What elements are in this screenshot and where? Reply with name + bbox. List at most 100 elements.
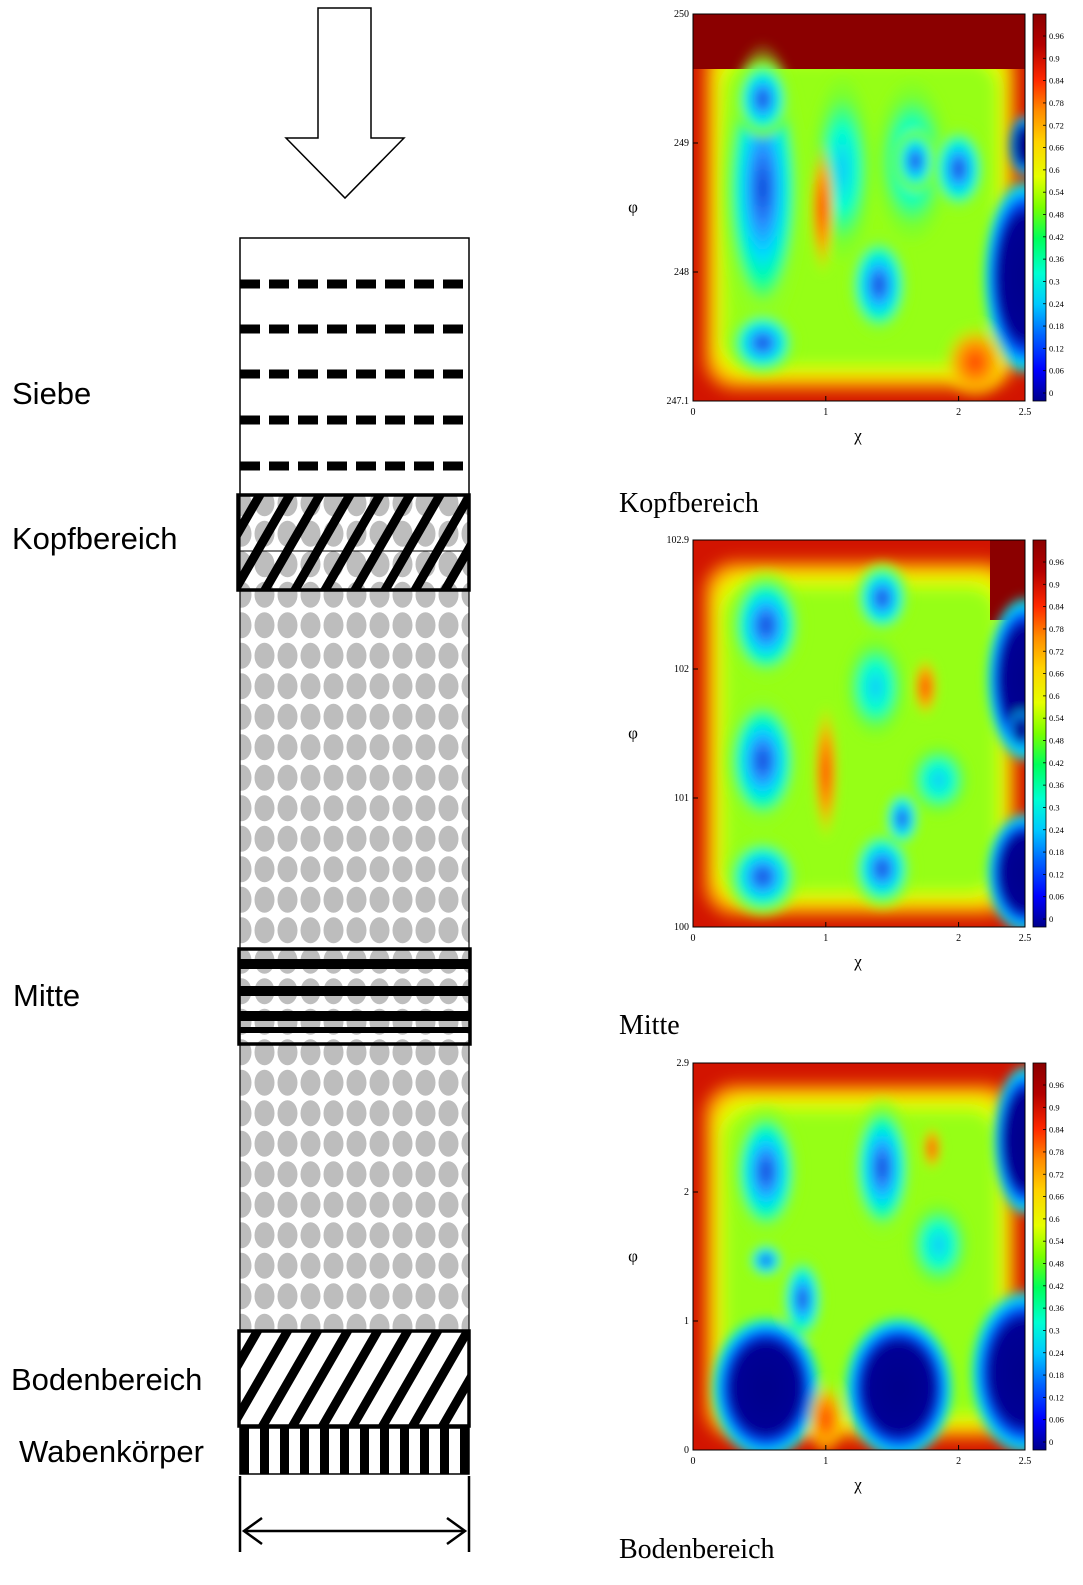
colorbar-tick-label: 0.48 (1049, 210, 1064, 220)
down-arrow-icon (284, 7, 406, 200)
plot-frame (692, 1062, 1026, 1451)
y-axis-label: φ (628, 198, 638, 217)
heatmap-panel: 0 1 2 2.9 0 1 2 2.5 χ φ 0.96 0.9 0.84 0.78 0.72 0.66 0.6… (619, 1058, 1065, 1565)
colorbar-tick-label: 0.42 (1049, 758, 1064, 768)
label-kopfbereich: Kopfbereich (12, 521, 177, 556)
colorbar-tick-label: 0.48 (1049, 1259, 1064, 1269)
colorbar-tick-label: 0.9 (1049, 1102, 1060, 1112)
x-axis-label: χ (853, 1475, 862, 1494)
x-tick-label: 1 (823, 933, 828, 944)
colorbar-tick-label: 0.96 (1049, 557, 1064, 567)
colorbar-tick-label: 0 (1049, 1437, 1053, 1447)
packed-bed (240, 495, 469, 1331)
colorbar-tick-label: 0.12 (1049, 869, 1064, 879)
panel-caption: Kopfbereich (619, 488, 759, 519)
panel-caption: Bodenbereich (619, 1534, 775, 1565)
colorbar-tick-label: 0.6 (1049, 1214, 1060, 1224)
y-tick-label: 250 (674, 9, 689, 20)
colorbar-tick-label: 0.96 (1049, 31, 1064, 41)
colorbar-tick-label: 0.66 (1049, 143, 1064, 153)
label-siebe: Siebe (12, 376, 91, 411)
colorbar-tick-label: 0.06 (1049, 366, 1064, 376)
colorbar-tick-label: 0.36 (1049, 1303, 1064, 1313)
colorbar-tick-label: 0.6 (1049, 691, 1060, 701)
y-tick-label: 248 (674, 267, 689, 278)
colorbar-tick-label: 0.54 (1049, 1236, 1065, 1246)
colorbar-tick-label: 0.78 (1049, 98, 1064, 108)
double-arrow-icon (238, 1476, 471, 1552)
y-tick-label: 1 (684, 1316, 689, 1327)
colorbar-tick-label: 0.36 (1049, 780, 1064, 790)
label-wabenkoerper: Wabenkörper (19, 1434, 204, 1469)
colorbar-tick-label: 0.66 (1049, 669, 1064, 679)
x-tick-label: 2 (956, 933, 961, 944)
colorbar: 0.96 0.9 0.84 0.78 0.72 0.66 0.6 0.54 0.48 0.42 0.… (1032, 1062, 1065, 1451)
colorbar-tick-label: 0.78 (1049, 624, 1064, 634)
colorbar-tick-label: 0.84 (1049, 602, 1065, 612)
colorbar-tick-label: 0.96 (1049, 1080, 1064, 1090)
label-bodenbereich: Bodenbereich (11, 1362, 202, 1397)
colorbar-tick-label: 0.72 (1049, 120, 1064, 130)
heatmap-panels: 247.1 248 249 250 0 1 2 2.5 χ φ 0.96 0.9 0.84 0.78 0.7… (619, 9, 1065, 1565)
colorbar-tick-label: 0.24 (1049, 1348, 1065, 1358)
x-tick-label: 1 (823, 407, 828, 418)
colorbar-tick-label: 0.48 (1049, 736, 1064, 746)
y-tick-label: 247.1 (667, 396, 690, 407)
colorbar-tick-label: 0.42 (1049, 1281, 1064, 1291)
sieve-section (239, 237, 470, 496)
colorbar-tick-label: 0.18 (1049, 321, 1064, 331)
colorbar-tick-label: 0.66 (1049, 1192, 1064, 1202)
colorbar-tick-label: 0.24 (1049, 825, 1065, 835)
colorbar-tick-label: 0.12 (1049, 1392, 1064, 1402)
heatmap-panel: 247.1 248 249 250 0 1 2 2.5 χ φ 0.96 0.9 0.84 0.78 0.7… (619, 9, 1065, 519)
y-tick-label: 100 (674, 922, 689, 933)
colorbar-tick-label: 0.24 (1049, 299, 1065, 309)
x-tick-label: 2 (956, 407, 961, 418)
x-tick-label: 1 (823, 1456, 828, 1467)
colorbar-tick-label: 0.84 (1049, 76, 1065, 86)
colorbar-tick-label: 0.54 (1049, 187, 1065, 197)
colorbar-tick-label: 0.3 (1049, 1325, 1060, 1335)
mitte-zone (237, 947, 472, 1046)
colorbar-tick-label: 0.3 (1049, 802, 1060, 812)
colorbar-tick-label: 0.06 (1049, 892, 1064, 902)
colorbar-tick-label: 0.9 (1049, 579, 1060, 589)
y-tick-label: 102 (674, 664, 689, 675)
sieve-lines (240, 279, 469, 471)
kopfbereich-zone (236, 493, 471, 592)
y-tick-label: 102.9 (667, 535, 690, 546)
colorbar-tick-label: 0.72 (1049, 1169, 1064, 1179)
x-tick-label: 2.5 (1019, 1456, 1032, 1467)
heatmap-panel: 100 101 102 102.9 0 1 2 2.5 χ φ 0.96 0.9 0.84 0.78 0.7… (619, 535, 1065, 1041)
colorbar-tick-label: 0.54 (1049, 713, 1065, 723)
y-axis-label: φ (628, 724, 638, 743)
x-axis-label: χ (853, 952, 862, 971)
heatmap-field (693, 14, 1025, 401)
colorbar-tick-label: 0.78 (1049, 1147, 1064, 1157)
colorbar-tick-label: 0.06 (1049, 1415, 1064, 1425)
colorbar: 0.96 0.9 0.84 0.78 0.72 0.66 0.6 0.54 0.48 0.42 0.… (1032, 539, 1065, 928)
colorbar-tick-label: 0.12 (1049, 343, 1064, 353)
colorbar-tick-label: 0.18 (1049, 1370, 1064, 1380)
colorbar: 0.96 0.9 0.84 0.78 0.72 0.66 0.6 0.54 0.48 0.42 0.… (1032, 13, 1065, 402)
y-axis-label: φ (628, 1247, 638, 1266)
y-tick-label: 249 (674, 138, 689, 149)
colorbar-tick-label: 0.72 (1049, 646, 1064, 656)
x-tick-label: 0 (691, 933, 696, 944)
y-tick-label: 101 (674, 793, 689, 804)
plot-frame (692, 13, 1026, 402)
heatmap-field (693, 1063, 1025, 1450)
x-tick-label: 0 (691, 1456, 696, 1467)
honeycomb-zone (239, 1427, 470, 1475)
column-diagram: Siebe Kopfbereich Mitte Bodenbereich Wab… (11, 7, 472, 1552)
x-tick-label: 2 (956, 1456, 961, 1467)
y-tick-label: 0 (684, 1445, 689, 1456)
colorbar-tick-label: 0 (1049, 388, 1053, 398)
heatmap-field (693, 540, 1025, 927)
plot-frame (692, 539, 1026, 928)
colorbar-tick-label: 0.9 (1049, 53, 1060, 63)
y-tick-label: 2 (684, 1187, 689, 1198)
y-tick-label: 2.9 (677, 1058, 690, 1069)
bodenbereich-zone (237, 1329, 471, 1428)
